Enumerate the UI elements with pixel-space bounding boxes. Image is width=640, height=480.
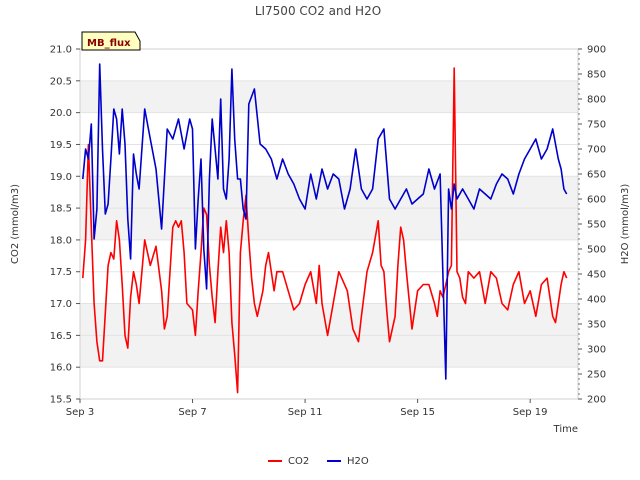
legend-co2-label: CO2 (288, 456, 309, 467)
y-right-tick-label: 750 (587, 120, 606, 131)
y-axis-left-label: CO2 (mmol/m3) (10, 184, 21, 264)
y-right-tick-label: 300 (587, 345, 606, 356)
y-right-tick-label: 250 (587, 370, 606, 381)
x-tick-label: Sep 3 (66, 407, 94, 418)
y-left-tick-label: 17.5 (50, 267, 72, 278)
gridlines (80, 48, 578, 400)
x-tick-label: Sep 7 (178, 407, 206, 418)
x-axis: Sep 3 Sep 7 Sep 11 Sep 15 Sep 19 (66, 399, 548, 418)
series-line-h2o (82, 63, 568, 380)
y-left-tick-label: 20.0 (50, 108, 72, 119)
y-right-tick-label: 900 (587, 45, 606, 56)
y-right-tick-label: 850 (587, 70, 606, 81)
y-right-tick-label: 600 (587, 195, 606, 206)
y-right-tick-label: 800 (587, 95, 606, 106)
legend-h2o-label: H2O (347, 456, 369, 467)
y-left-tick-label: 16.0 (50, 363, 72, 374)
y-left-tick-label: 18.0 (50, 235, 72, 246)
x-tick-label: Sep 11 (288, 407, 323, 418)
x-tick-label: Sep 19 (513, 407, 548, 418)
y-left-tick-label: 20.5 (50, 76, 72, 87)
series-layer (82, 63, 568, 394)
y-right-tick-label: 400 (587, 295, 606, 306)
badge-box (81, 31, 141, 51)
y-left-tick-label: 15.5 (50, 395, 72, 406)
x-axis-label: Time (553, 424, 578, 435)
y-left-tick-label: 18.5 (50, 204, 72, 215)
legend: CO2 H2O (268, 456, 369, 467)
y-right-tick-label: 650 (587, 170, 606, 181)
left-axis: 15.5 16.0 16.5 17.0 17.5 18.0 18.5 19.0 19.5 20.0… (50, 45, 80, 406)
y-axis-right-label: H2O (mmol/m3) (620, 184, 631, 265)
y-left-tick-label: 17.0 (50, 299, 72, 310)
badge-label: MB_flux (87, 38, 131, 49)
badge: MB_flux (81, 31, 141, 51)
x-tick-label: Sep 15 (400, 407, 435, 418)
y-right-tick-label: 350 (587, 320, 606, 331)
y-right-tick-label: 450 (587, 270, 606, 281)
y-right-tick-label: 550 (587, 220, 606, 231)
y-right-tick-label: 200 (587, 395, 606, 406)
series-line-co2 (82, 67, 568, 394)
y-left-tick-label: 16.5 (50, 331, 72, 342)
y-left-tick-label: 19.0 (50, 172, 72, 183)
y-left-tick-label: 21.0 (50, 45, 72, 56)
chart-title: LI7500 CO2 and H2O (255, 4, 381, 18)
y-left-tick-label: 19.5 (50, 140, 72, 151)
right-axis: 200 250 300 350 400 450 500 550 600 650 700 750 800 8… (578, 45, 606, 406)
background-band (80, 80, 578, 113)
y-right-tick-label: 700 (587, 145, 606, 156)
y-right-tick-label: 500 (587, 245, 606, 256)
